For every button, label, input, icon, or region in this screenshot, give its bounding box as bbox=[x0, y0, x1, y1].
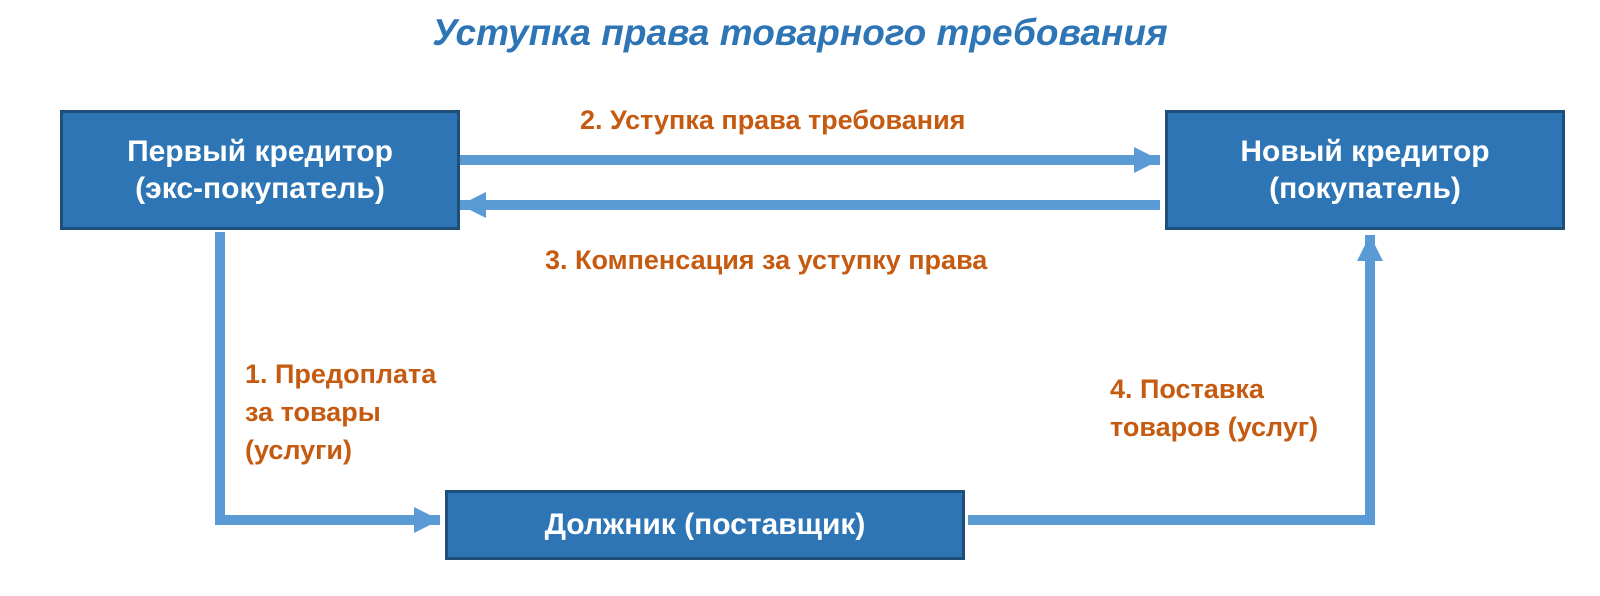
edge-label-line: 1. Предоплата bbox=[245, 355, 436, 393]
edge-label-4: 4. Поставкатоваров (услуг) bbox=[1110, 370, 1318, 446]
edge-label-line: 4. Поставка bbox=[1110, 370, 1318, 408]
edge-label-3: 3. Компенсация за уступку права bbox=[545, 245, 987, 276]
edge-label-line: (услуги) bbox=[245, 431, 436, 469]
node-sublabel: (экс-покупатель) bbox=[135, 170, 385, 208]
edge-label-1: 1. Предоплатаза товары(услуги) bbox=[245, 355, 436, 469]
edge-label-line: товаров (услуг) bbox=[1110, 408, 1318, 446]
node-first-creditor: Первый кредитор (экс-покупатель) bbox=[60, 110, 460, 230]
node-debtor: Должник (поставщик) bbox=[445, 490, 965, 560]
edge-label-line: за товары bbox=[245, 393, 436, 431]
node-new-creditor: Новый кредитор (покупатель) bbox=[1165, 110, 1565, 230]
edge-label-2: 2. Уступка права требования bbox=[580, 105, 965, 136]
node-sublabel: (покупатель) bbox=[1269, 170, 1461, 208]
node-label: Должник (поставщик) bbox=[545, 506, 866, 544]
node-label: Новый кредитор bbox=[1240, 133, 1489, 171]
node-label: Первый кредитор bbox=[127, 133, 393, 171]
diagram-title: Уступка права товарного требования bbox=[0, 12, 1600, 54]
